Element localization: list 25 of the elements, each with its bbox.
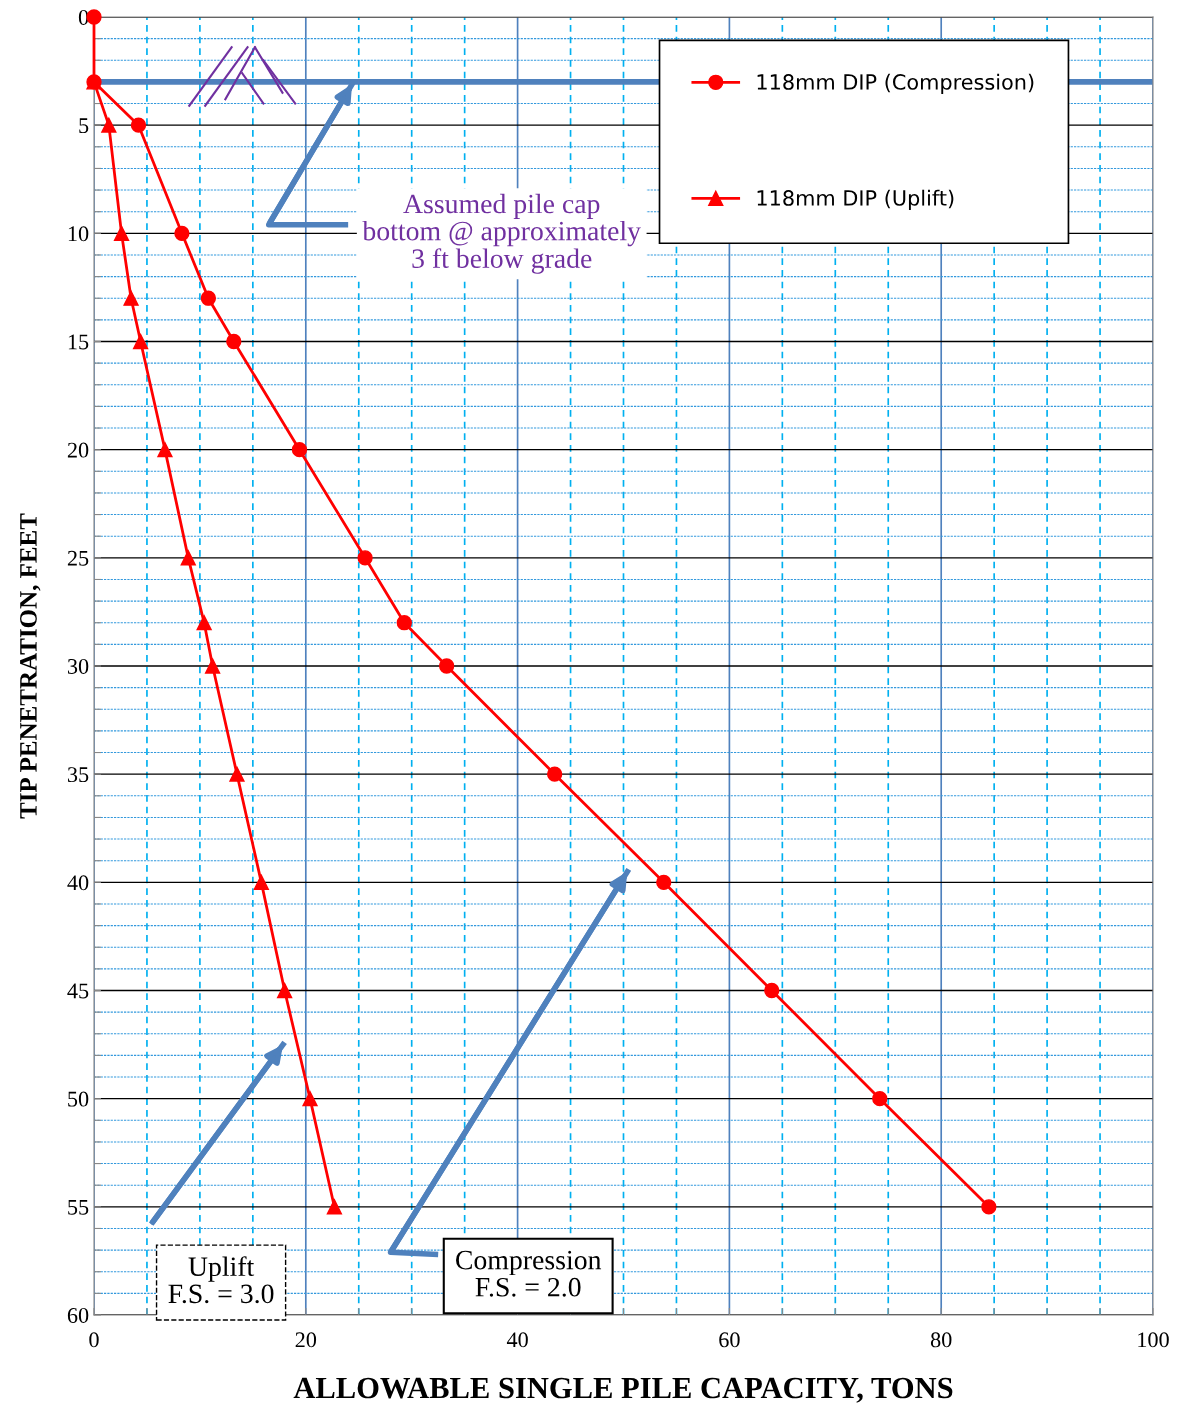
y-tick-label: 30 — [67, 658, 89, 674]
x-tick-label: 0 — [89, 1332, 99, 1348]
y-tick-label: 60 — [67, 1307, 89, 1323]
y-tick-label: 45 — [67, 983, 89, 999]
y-tick-label: 5 — [79, 118, 89, 134]
y-tick-label: 55 — [68, 1199, 89, 1215]
y-tick-label: 20 — [67, 442, 89, 458]
annotation: Uplift F.S. = 3.0 — [168, 1256, 274, 1304]
legend-label: 118mm DIP (Compression) — [757, 73, 1034, 94]
x-axis-title: ALLOWABLE SINGLE PILE CAPACITY, TONS — [293, 1377, 953, 1403]
x-tick-label: 60 — [719, 1332, 740, 1348]
x-tick-label: 20 — [295, 1332, 317, 1348]
y-axis-title: TIP PENETRATION, FEET — [20, 513, 41, 819]
y-tick-label: 50 — [68, 1091, 89, 1107]
x-tick-label: 100 — [1138, 1332, 1169, 1348]
x-tick-label: 40 — [506, 1332, 528, 1348]
y-tick-label: 15 — [68, 334, 89, 350]
annotation: Assumed pile cap bottom @ approximately 3 ft below grade — [362, 193, 641, 274]
y-tick-label: 35 — [67, 767, 89, 783]
x-tick-label: 80 — [930, 1332, 952, 1348]
legend-label: 118mm DIP (Uplift) — [757, 189, 954, 210]
y-tick-label: 10 — [68, 226, 89, 242]
y-tick-label: 25 — [67, 550, 89, 566]
annotation: Compression F.S. = 2.0 — [456, 1250, 602, 1297]
y-tick-label: 40 — [67, 875, 89, 891]
